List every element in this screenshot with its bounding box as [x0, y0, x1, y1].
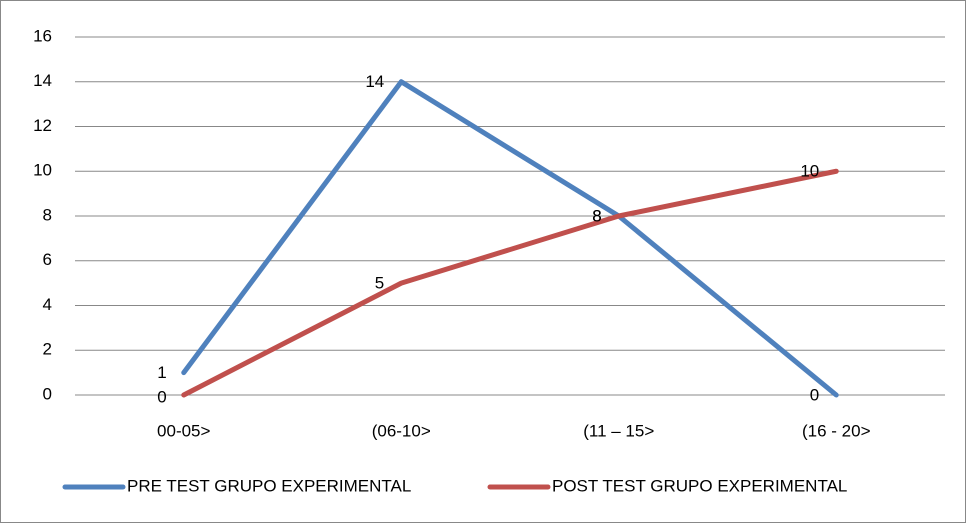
y-tick-label: 16 [33, 26, 52, 45]
data-label: 8 [592, 206, 601, 225]
data-label: 5 [375, 274, 384, 293]
series-line [181, 168, 839, 398]
y-tick-label: 14 [33, 71, 52, 90]
y-tick-label: 6 [43, 250, 52, 269]
x-tick-label: 00-05> [157, 421, 210, 440]
y-tick-label: 12 [33, 116, 52, 135]
data-label: 0 [157, 387, 166, 406]
x-tick-label: (11 – 15> [583, 421, 654, 440]
series-line [181, 79, 839, 398]
legend-label: PRE TEST GRUPO EXPERIMENTAL [127, 476, 411, 495]
data-label: 10 [800, 162, 819, 181]
data-label: 8 [592, 206, 601, 225]
data-label: 1 [157, 363, 166, 382]
data-label: 0 [810, 385, 819, 404]
x-tick-label: (16 - 20> [802, 421, 871, 440]
data-label: 14 [365, 72, 384, 91]
y-tick-label: 0 [43, 384, 52, 403]
y-tick-label: 2 [43, 340, 52, 359]
legend-label: POST TEST GRUPO EXPERIMENTAL [552, 476, 847, 495]
y-tick-label: 4 [43, 295, 52, 314]
y-tick-label: 10 [33, 161, 52, 180]
y-tick-label: 8 [43, 205, 52, 224]
x-tick-label: (06-10> [372, 421, 431, 440]
